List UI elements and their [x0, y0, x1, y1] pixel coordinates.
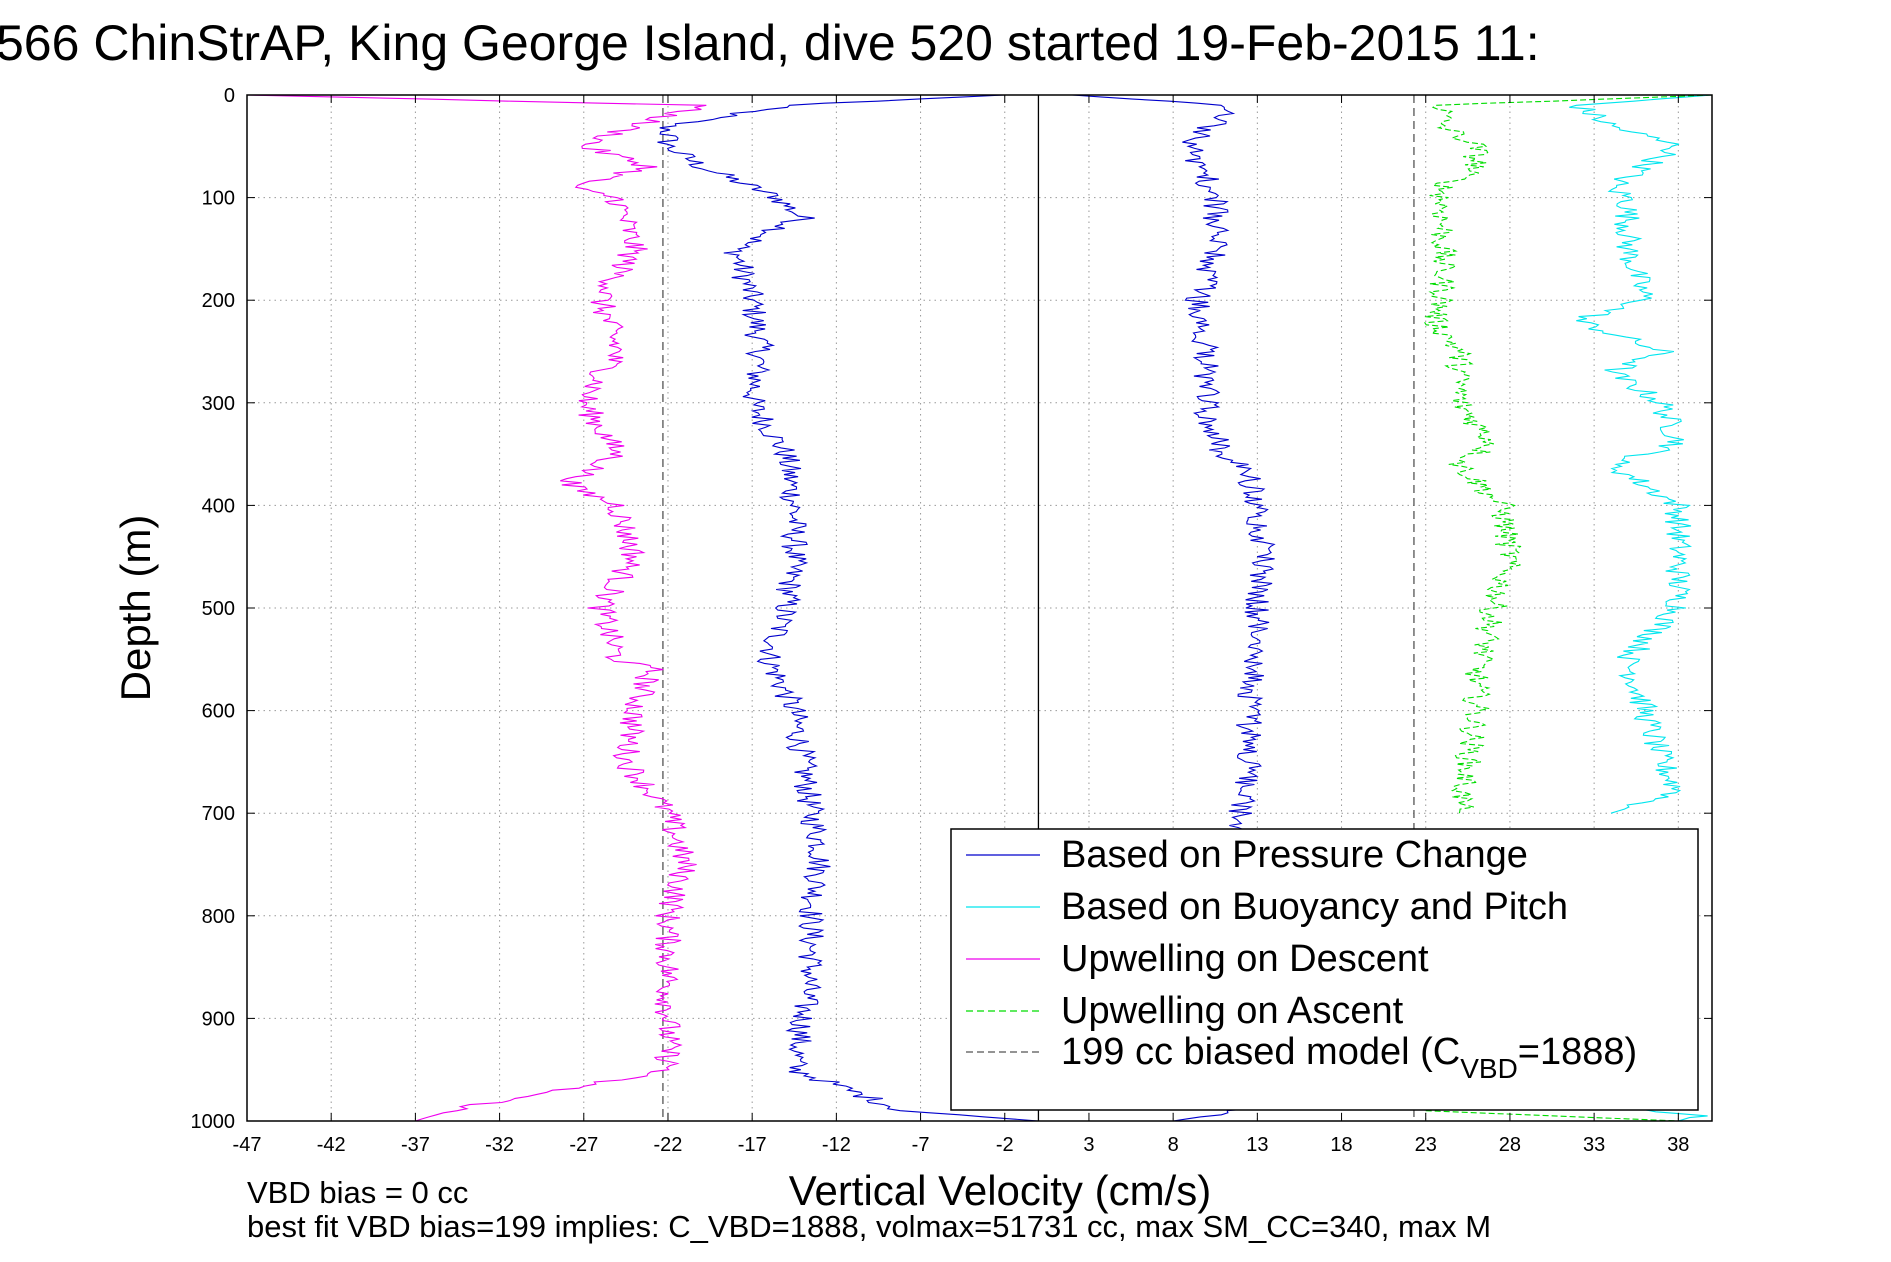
x-tick-label: 28 [1499, 1134, 1521, 1156]
x-tick-label: -2 [996, 1134, 1014, 1156]
x-axis-ticks: -47 -42 -37 -32 -27 -22 -17 -12 -7 -2 3 8 13 18 23 28 33… [233, 95, 1689, 1156]
x-tick-label: -17 [738, 1134, 767, 1156]
x-tick-label: -47 [233, 1134, 262, 1156]
x-tick-label: 3 [1083, 1134, 1094, 1156]
x-tick-label: -7 [912, 1134, 930, 1156]
legend-label: Based on Buoyancy and Pitch [1061, 886, 1568, 928]
series-line [1425, 1110, 1679, 1122]
series-line [246, 94, 707, 1122]
series-line [1569, 94, 1713, 814]
x-tick-label: -42 [317, 1134, 346, 1156]
x-tick-label: 13 [1246, 1134, 1268, 1156]
legend-label: 199 cc biased model (CVBD=1888) [1061, 1031, 1637, 1084]
x-tick-label: 18 [1330, 1134, 1352, 1156]
best-fit-note: best fit VBD bias=199 implies: C_VBD=188… [247, 1209, 1491, 1244]
y-axis-label: Depth (m) [112, 515, 159, 702]
y-tick-label: 800 [202, 906, 235, 928]
x-tick-label: -22 [654, 1134, 683, 1156]
y-tick-label: 600 [202, 701, 235, 723]
legend-label: Based on Pressure Change [1061, 834, 1528, 876]
y-tick-label: 100 [202, 188, 235, 210]
y-tick-label: 0 [224, 85, 235, 107]
legend: Based on Pressure Change Based on Buoyanc… [950, 828, 1699, 1111]
y-tick-label: 200 [202, 290, 235, 312]
y-tick-label: 300 [202, 393, 235, 415]
y-tick-label: 400 [202, 495, 235, 517]
vbd-bias-note: VBD bias = 0 cc [247, 1175, 468, 1210]
series-layer [246, 94, 1713, 1122]
y-tick-label: 900 [202, 1008, 235, 1030]
x-tick-label: -27 [569, 1134, 598, 1156]
series-line [657, 94, 1039, 1122]
x-tick-label: 8 [1168, 1134, 1179, 1156]
x-tick-label: -12 [822, 1134, 851, 1156]
chart-title: 566 ChinStrAP, King George Island, dive … [0, 15, 1540, 71]
y-tick-label: 700 [202, 803, 235, 825]
y-tick-label: 1000 [191, 1111, 236, 1133]
x-tick-label: 23 [1415, 1134, 1437, 1156]
x-tick-label: -32 [485, 1134, 514, 1156]
legend-box [950, 828, 1699, 1111]
x-tick-label: -37 [401, 1134, 430, 1156]
x-axis-label: Vertical Velocity (cm/s) [789, 1167, 1211, 1214]
legend-label: Upwelling on Descent [1061, 938, 1429, 980]
x-tick-label: 33 [1583, 1134, 1605, 1156]
legend-label: Upwelling on Ascent [1061, 990, 1404, 1032]
y-tick-label: 500 [202, 598, 235, 620]
x-tick-label: 38 [1667, 1134, 1689, 1156]
y-axis-ticks: 0 100 200 300 400 500 600 700 800 900 1000 [191, 85, 1712, 1133]
